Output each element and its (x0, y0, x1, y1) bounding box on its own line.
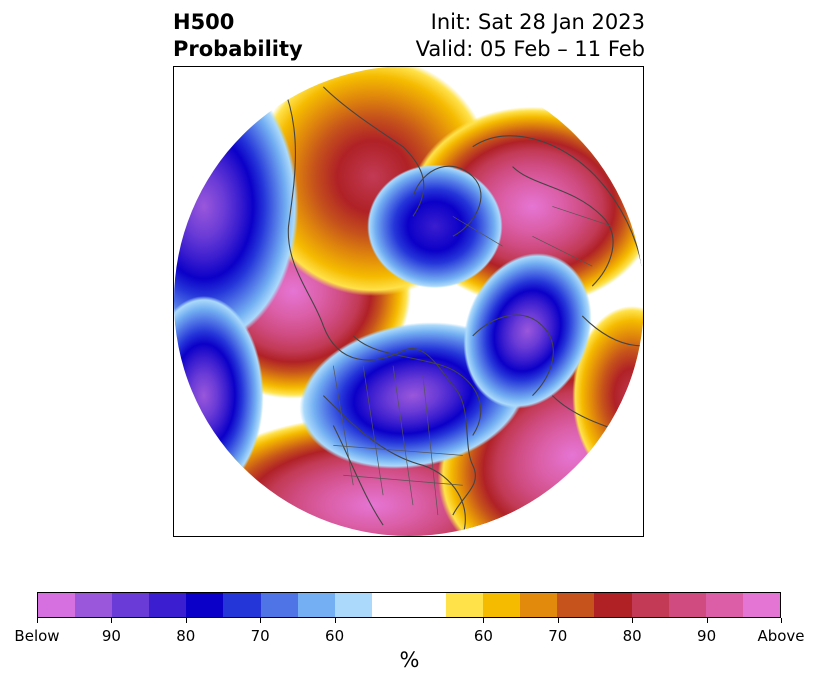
below-center-pacific-south (174, 296, 264, 496)
valid-range: Valid: 05 Feb – 11 Feb (415, 37, 645, 61)
colorbar-segment (742, 593, 780, 617)
init-date: Init: Sat 28 Jan 2023 (430, 10, 645, 34)
colorbar-segment (631, 593, 669, 617)
title-type: Probability (173, 37, 303, 61)
colorbar-segment (557, 593, 595, 617)
below-center-greenland (463, 253, 592, 409)
colorbar-labels: Below 90 80 70 60 60 70 80 90 Above (0, 627, 819, 647)
coastlines (283, 86, 643, 536)
colorbar-unit: % (399, 648, 420, 672)
colorbar-label: 80 (622, 627, 642, 645)
colorbar-label: 90 (697, 627, 717, 645)
colorbar-label: 70 (250, 627, 270, 645)
colorbar-tick (706, 618, 708, 623)
below-center-west-pacific (174, 67, 299, 346)
colorbar-label: 90 (101, 627, 121, 645)
colorbar-label: 60 (325, 627, 345, 645)
colorbar (37, 592, 781, 618)
colorbar-tick (185, 618, 187, 623)
colorbar-segment (260, 593, 298, 617)
colorbar-label: 60 (473, 627, 493, 645)
map-panel (173, 66, 644, 537)
colorbar-segment (186, 593, 224, 617)
colorbar-segment (38, 593, 76, 617)
colorbar-tick (781, 618, 782, 623)
colorbar-segment (408, 593, 447, 617)
colorbar-segment (705, 593, 743, 617)
colorbar-segment (668, 593, 706, 617)
colorbar-segment (75, 593, 113, 617)
colorbar-segment (334, 593, 372, 617)
colorbar-tick (37, 618, 38, 623)
colorbar-tick (483, 618, 485, 623)
colorbar-segment (371, 593, 409, 617)
colorbar-segment (223, 593, 261, 617)
colorbar-tick (632, 618, 634, 623)
colorbar-label: 80 (176, 627, 196, 645)
borders (332, 206, 613, 516)
below-center-pole (367, 164, 503, 289)
probability-map (174, 67, 643, 536)
colorbar-tick (260, 618, 262, 623)
colorbar-segment (520, 593, 558, 617)
colorbar-segment (297, 593, 335, 617)
colorbar-segment (149, 593, 187, 617)
colorbar-label: 70 (548, 627, 568, 645)
colorbar-segment (594, 593, 632, 617)
colorbar-tick (557, 618, 559, 623)
title-right: Init: Sat 28 Jan 2023 Valid: 05 Feb – 11… (416, 9, 645, 63)
colorbar-segment (112, 593, 150, 617)
colorbar-tick (111, 618, 113, 623)
colorbar-label: Above (757, 627, 805, 645)
colorbar-segment (446, 593, 484, 617)
colorbar-label: Below (14, 627, 60, 645)
colorbar-tick (334, 618, 336, 623)
globe-disc (174, 67, 643, 536)
title-left: H500 Probability (173, 9, 303, 63)
colorbar-segment (483, 593, 521, 617)
title-variable: H500 (173, 10, 235, 34)
